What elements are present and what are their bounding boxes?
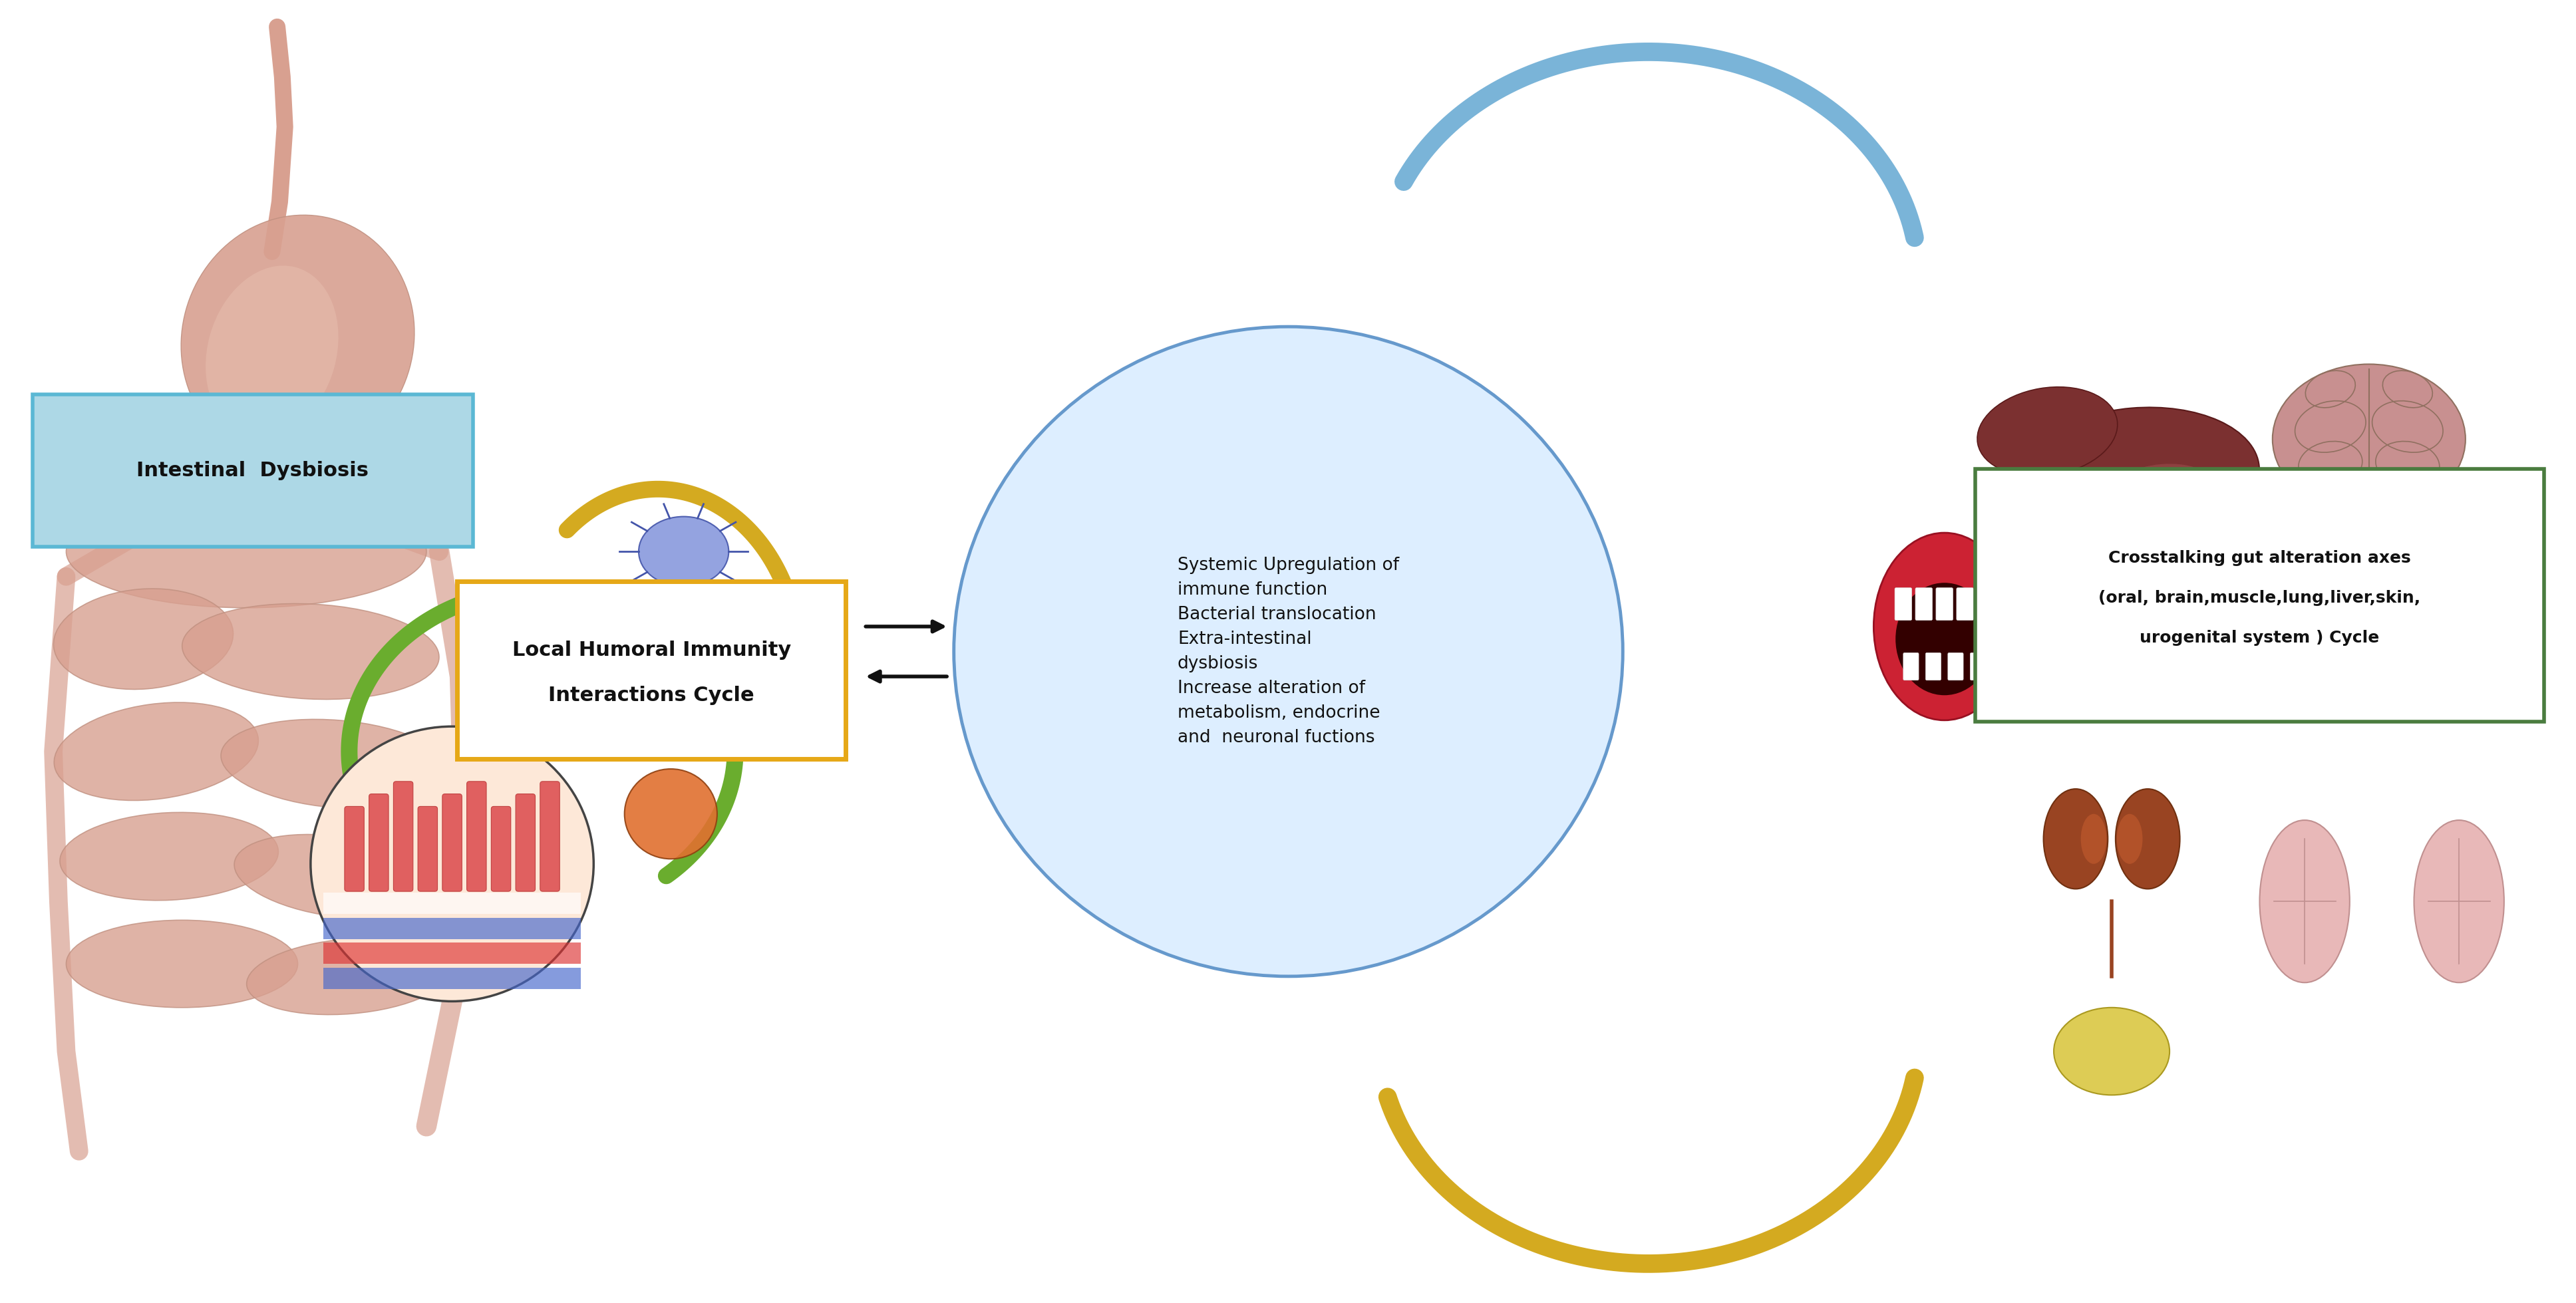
Circle shape [623,769,716,859]
Text: Systemic Upregulation of
immune function
Bacterial translocation
Extra-intestina: Systemic Upregulation of immune function… [1177,556,1399,747]
Ellipse shape [54,702,258,800]
Ellipse shape [234,834,438,919]
Text: Crosstalking gut alteration axes: Crosstalking gut alteration axes [2107,550,2411,566]
Ellipse shape [781,642,832,672]
Circle shape [312,727,592,1001]
Text: Interactions Cycle: Interactions Cycle [549,685,755,705]
FancyBboxPatch shape [1924,653,1940,680]
Bar [325,968,580,989]
Ellipse shape [67,920,299,1007]
Ellipse shape [1873,533,2014,721]
Ellipse shape [2117,814,2143,864]
Text: Local Humoral Immunity: Local Humoral Immunity [513,641,791,659]
FancyBboxPatch shape [1935,588,1953,620]
Ellipse shape [760,599,811,629]
Ellipse shape [183,603,438,700]
Circle shape [953,327,1623,976]
FancyBboxPatch shape [368,794,389,891]
Ellipse shape [54,589,232,689]
FancyBboxPatch shape [1971,653,1986,680]
Ellipse shape [2053,1007,2169,1095]
Ellipse shape [180,215,415,464]
FancyBboxPatch shape [1904,653,1919,680]
Ellipse shape [2259,820,2349,982]
FancyBboxPatch shape [417,807,438,891]
FancyBboxPatch shape [1914,588,1932,620]
FancyBboxPatch shape [1976,588,1994,620]
Ellipse shape [1976,387,2117,477]
Ellipse shape [639,516,729,586]
FancyBboxPatch shape [492,807,510,891]
FancyBboxPatch shape [1893,588,1911,620]
Ellipse shape [729,618,781,648]
FancyBboxPatch shape [456,581,845,758]
Ellipse shape [2112,464,2213,515]
FancyBboxPatch shape [515,794,536,891]
Bar [325,942,580,964]
Ellipse shape [247,938,451,1015]
FancyBboxPatch shape [1955,588,1973,620]
FancyBboxPatch shape [33,394,471,546]
Bar [325,917,580,939]
Ellipse shape [2272,364,2465,515]
Ellipse shape [222,719,451,809]
Ellipse shape [206,266,337,438]
FancyBboxPatch shape [345,807,363,891]
Text: (oral, brain,muscle,lung,liver,skin,: (oral, brain,muscle,lung,liver,skin, [2097,590,2419,606]
Ellipse shape [67,495,425,607]
FancyBboxPatch shape [1947,653,1963,680]
Ellipse shape [2414,820,2504,982]
Bar [325,893,580,913]
Text: Intestinal  Dysbiosis: Intestinal Dysbiosis [137,461,368,480]
Ellipse shape [2081,814,2107,864]
Circle shape [662,644,755,734]
Ellipse shape [2115,788,2179,889]
Ellipse shape [59,812,278,900]
Text: urogenital system ) Cycle: urogenital system ) Cycle [2138,629,2378,646]
FancyBboxPatch shape [541,782,559,891]
FancyBboxPatch shape [1976,469,2543,722]
FancyBboxPatch shape [466,782,487,891]
FancyBboxPatch shape [394,782,412,891]
Ellipse shape [2014,408,2259,546]
FancyBboxPatch shape [443,794,461,891]
Ellipse shape [1896,582,1994,696]
Ellipse shape [793,624,845,654]
Ellipse shape [2043,788,2107,889]
